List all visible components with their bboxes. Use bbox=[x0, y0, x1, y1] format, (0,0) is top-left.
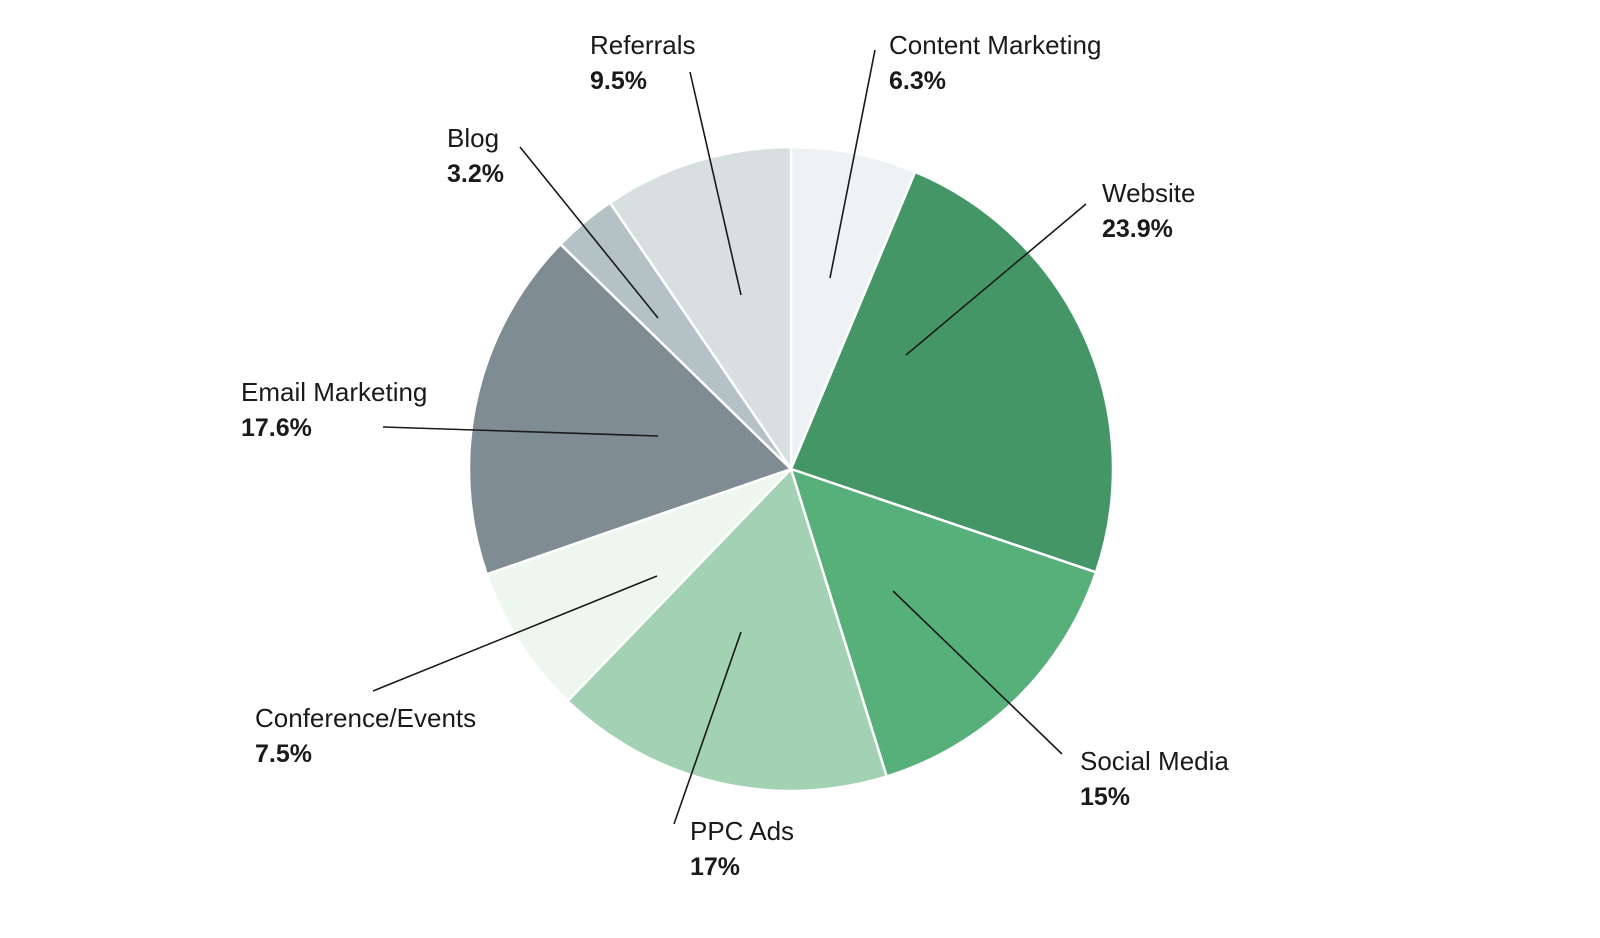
leader-line-social-media bbox=[892, 590, 1063, 755]
slice-label-ppc-ads: PPC Ads bbox=[690, 816, 794, 846]
slice-value-social-media: 15% bbox=[1080, 783, 1130, 811]
slice-label-email-marketing: Email Marketing bbox=[241, 377, 427, 407]
leader-lines-group bbox=[372, 49, 1087, 825]
leader-line-referrals bbox=[689, 71, 742, 296]
labels-group: Content Marketing 6.3% Website 23.9% Social … bbox=[241, 30, 1229, 881]
slice-value-blog: 3.2% bbox=[447, 160, 504, 188]
leader-line-blog bbox=[519, 146, 659, 319]
slice-label-blog: Blog bbox=[447, 123, 499, 153]
pie-slice-referrals[interactable] bbox=[608, 145, 793, 474]
slice-label-website: Website bbox=[1102, 178, 1195, 208]
slice-label-social-media: Social Media bbox=[1080, 746, 1229, 776]
pie-slice-website[interactable] bbox=[789, 170, 1115, 574]
pie-slice-conference-events[interactable] bbox=[485, 467, 792, 703]
pie-slice-email-marketing[interactable] bbox=[467, 242, 794, 576]
pie-slice-ppc-ads[interactable] bbox=[565, 466, 889, 793]
leader-line-email-marketing bbox=[382, 426, 659, 437]
pie-slice-social-media[interactable] bbox=[789, 467, 1098, 779]
slices-group bbox=[467, 145, 1115, 793]
slice-value-conference-events: 7.5% bbox=[255, 740, 312, 768]
leader-line-content-marketing bbox=[829, 49, 876, 279]
slice-label-referrals: Referrals bbox=[590, 30, 695, 60]
slice-label-conference-events: Conference/Events bbox=[255, 703, 476, 733]
slice-value-content-marketing: 6.3% bbox=[889, 67, 946, 95]
leader-line-website bbox=[905, 203, 1087, 356]
leader-line-conference-events bbox=[372, 575, 658, 692]
slice-value-website: 23.9% bbox=[1102, 215, 1173, 243]
slice-value-ppc-ads: 17% bbox=[690, 853, 740, 881]
slice-value-referrals: 9.5% bbox=[590, 67, 647, 95]
leader-line-ppc-ads bbox=[673, 631, 742, 825]
slice-value-email-marketing: 17.6% bbox=[241, 414, 312, 442]
slice-label-content-marketing: Content Marketing bbox=[889, 30, 1101, 60]
